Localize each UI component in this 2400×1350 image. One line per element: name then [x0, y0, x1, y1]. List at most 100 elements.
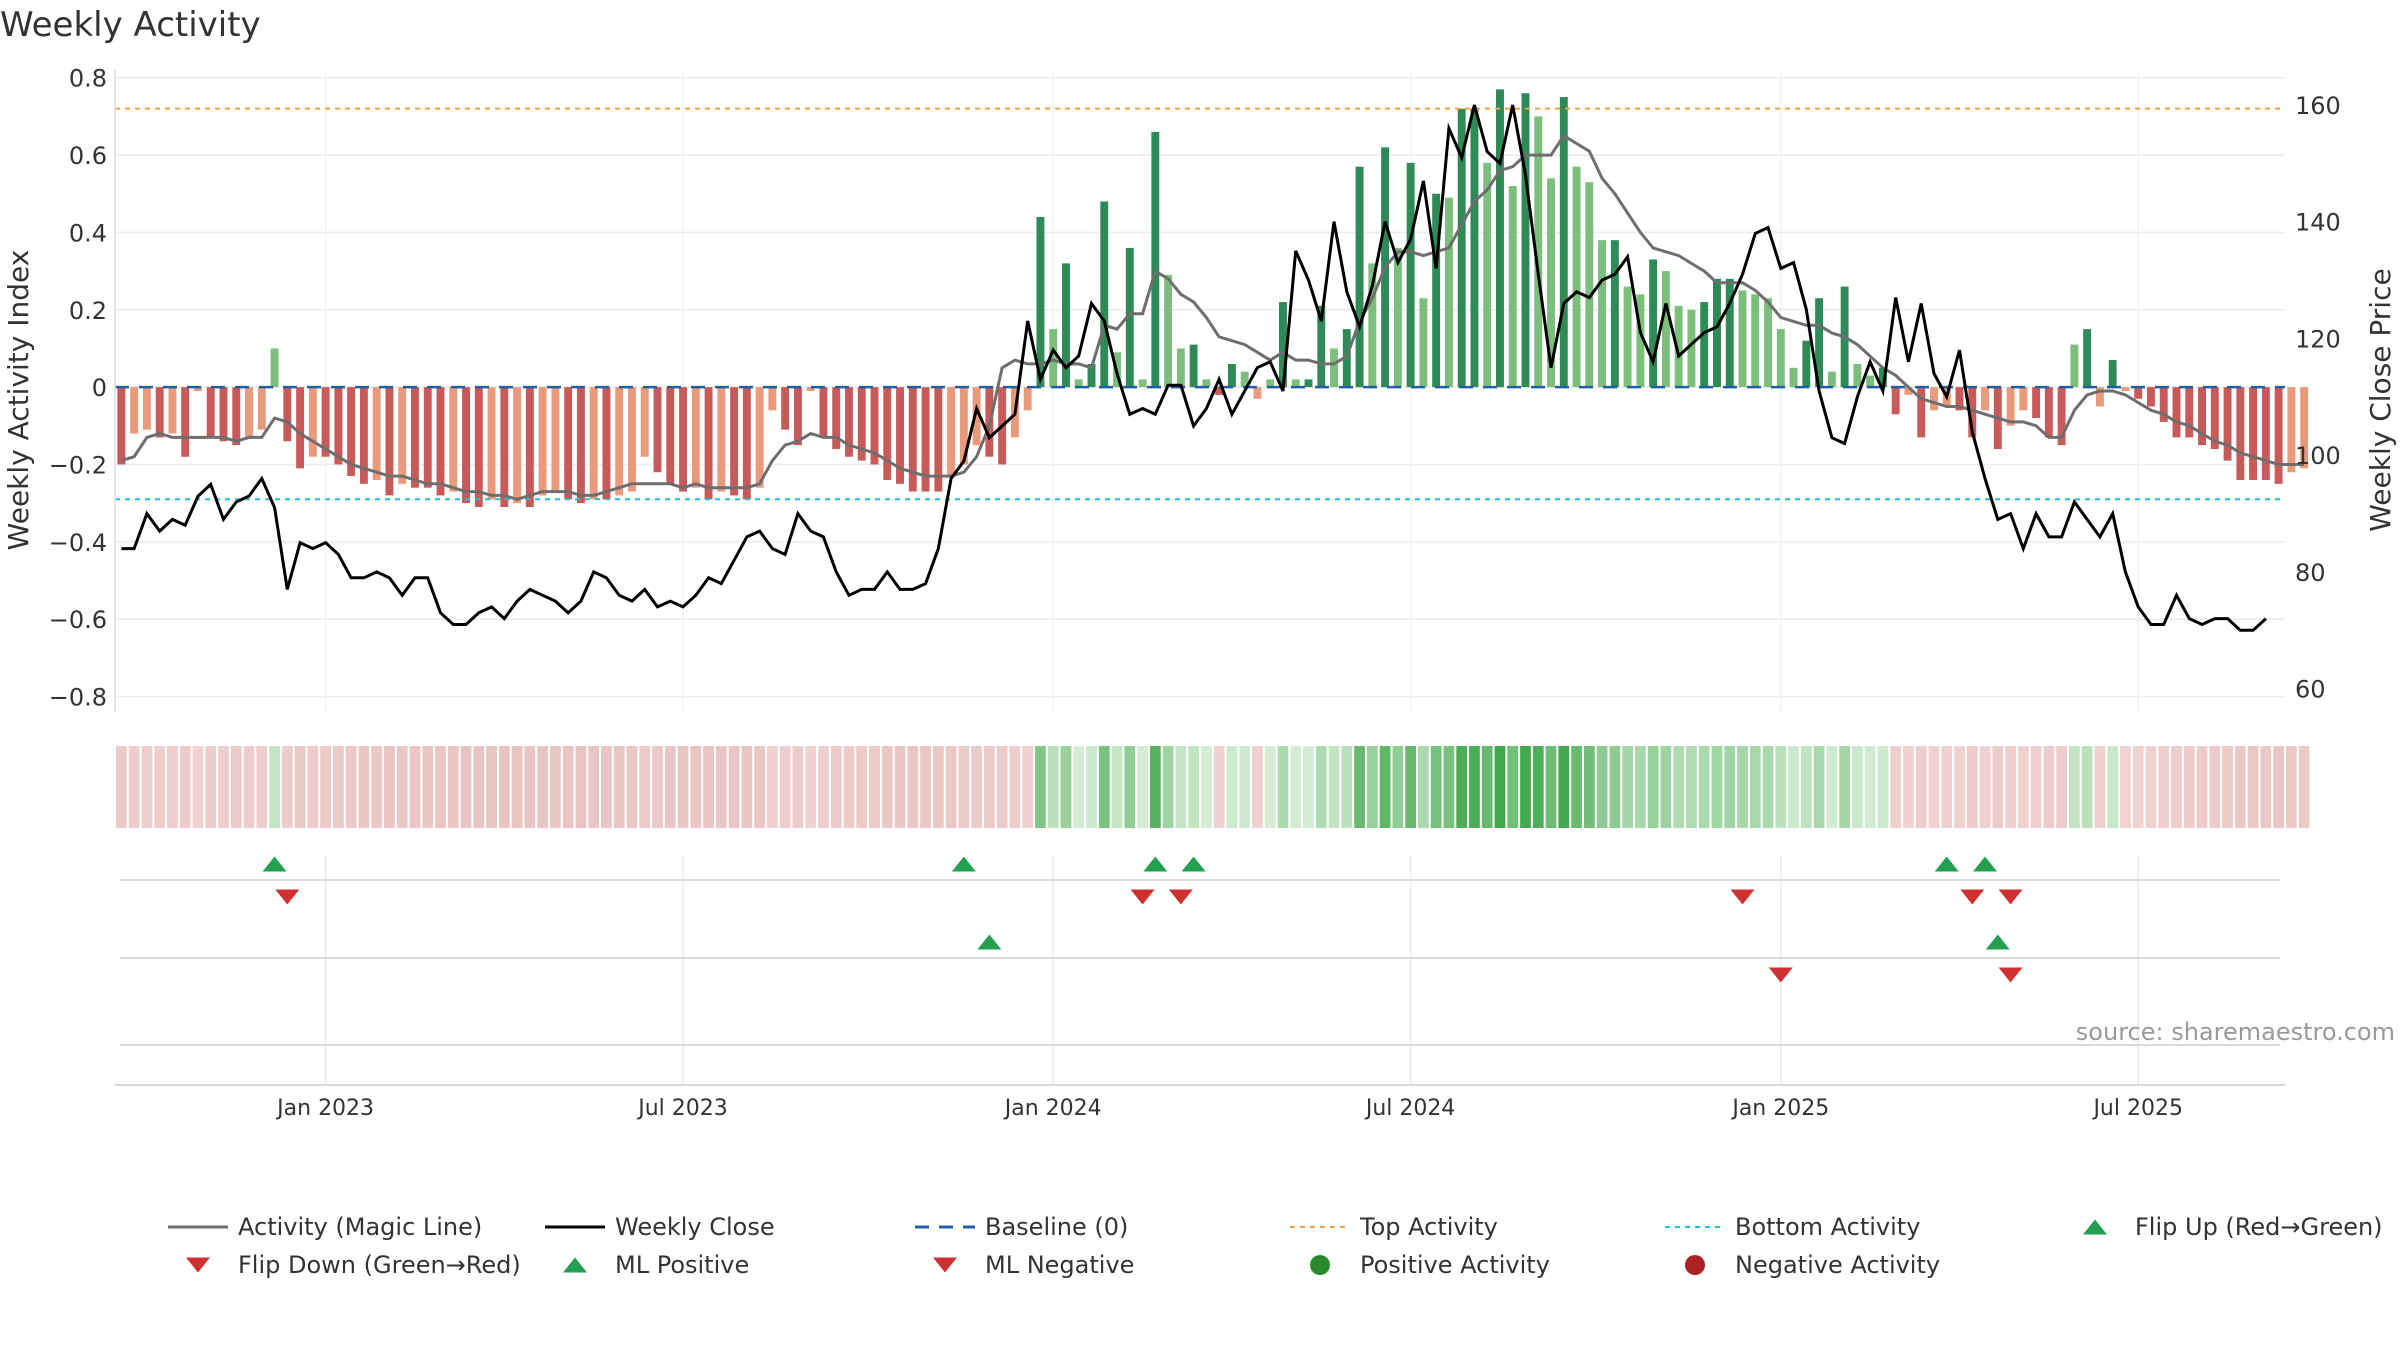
heat-cell: [1660, 746, 1672, 828]
activity-bar: [2249, 387, 2258, 480]
heat-cell: [1788, 746, 1799, 828]
activity-bar: [1355, 166, 1364, 388]
activity-bar: [372, 387, 381, 480]
activity-bar: [1853, 363, 1862, 388]
activity-bar: [1062, 263, 1070, 388]
heat-cell: [1622, 746, 1633, 828]
heat-cell: [1596, 746, 1608, 828]
activity-bar: [1776, 329, 1785, 388]
activity-bar: [755, 387, 764, 488]
heat-cell: [218, 746, 229, 828]
heat-cell: [1239, 746, 1251, 828]
ml-positive-marker: [977, 934, 1002, 950]
flip-up-marker: [262, 856, 287, 872]
heat-cell: [2196, 746, 2208, 828]
activity-bar: [2108, 360, 2117, 388]
activity-bar: [793, 387, 802, 446]
activity-bar: [359, 387, 368, 484]
heat-cell: [1673, 746, 1685, 828]
activity-bar: [347, 387, 356, 477]
heat-cell: [2145, 746, 2157, 828]
activity-bar: [691, 387, 700, 488]
heat-cell: [179, 746, 191, 828]
heat-cell: [1864, 746, 1876, 828]
heat-cell: [537, 746, 548, 828]
activity-bar: [2300, 387, 2309, 469]
heat-cell: [1303, 746, 1314, 828]
activity-bar: [1610, 240, 1619, 388]
activity-bar: [1649, 259, 1658, 388]
right-tick-label: 100: [2295, 442, 2341, 470]
heat-cell: [677, 746, 689, 828]
heat-cell: [230, 746, 242, 828]
heat-cell: [1813, 746, 1825, 828]
heat-cell: [792, 746, 804, 828]
heat-cell: [2056, 746, 2067, 828]
heat-cell: [1111, 746, 1123, 828]
activity-bar: [1227, 363, 1236, 388]
ml-negative-marker: [1768, 967, 1793, 983]
heat-cell: [767, 746, 778, 828]
activity-bar: [1866, 375, 1875, 388]
heat-cell: [345, 746, 357, 828]
activity-bar: [1764, 298, 1772, 388]
activity-bar: [219, 387, 228, 442]
activity-bar: [1419, 298, 1428, 388]
heat-cell: [1315, 746, 1327, 828]
flip-down-marker: [1730, 889, 1755, 905]
activity-bar: [883, 387, 892, 480]
activity-bar: [500, 387, 509, 508]
heat-cell: [447, 746, 459, 828]
activity-bar: [1751, 294, 1760, 388]
activity-bar: [1674, 305, 1683, 388]
heat-cell: [1826, 746, 1838, 828]
heat-cell: [243, 746, 255, 828]
heat-cell: [2222, 746, 2233, 828]
activity-bar: [1878, 367, 1887, 388]
legend-label: Baseline (0): [985, 1213, 1128, 1241]
heat-cell: [996, 746, 1008, 828]
heat-cell: [1213, 746, 1225, 828]
activity-bar: [1508, 186, 1517, 388]
legend-label: Weekly Close: [615, 1213, 775, 1241]
activity-bar: [2210, 387, 2219, 450]
heat-cell: [690, 746, 702, 828]
legend-symbol: [1685, 1255, 1705, 1275]
heat-cell: [1532, 746, 1544, 828]
left-tick-label: 0.8: [69, 65, 107, 93]
heat-cell: [971, 746, 982, 828]
heat-cell: [805, 746, 817, 828]
flip-up-marker: [1934, 856, 1959, 872]
activity-bar: [1547, 178, 1555, 388]
heat-cell: [1494, 746, 1506, 828]
activity-bar: [1304, 379, 1313, 388]
heat-cell: [1775, 746, 1787, 828]
activity-bar: [2083, 329, 2092, 388]
heat-cell: [1366, 746, 1378, 828]
heat-cell: [1290, 746, 1302, 828]
heat-cell: [1149, 746, 1161, 828]
heat-cell: [562, 746, 574, 828]
activity-bar: [653, 387, 662, 473]
heat-cell: [1558, 746, 1570, 828]
heat-cell: [256, 746, 268, 828]
heat-cell: [1277, 746, 1289, 828]
heat-cell: [473, 746, 485, 828]
series-lines: [115, 104, 2305, 632]
right-axis-label: Weekly Close Price: [2364, 268, 2397, 531]
activity-bar: [730, 387, 739, 496]
activity-bar: [321, 387, 330, 457]
left-tick-label: −0.6: [49, 606, 107, 634]
heat-cell: [435, 746, 446, 828]
activity-bar: [1904, 387, 1913, 395]
heat-cell: [154, 746, 166, 828]
activity-bar: [615, 387, 624, 496]
heat-cell: [2107, 746, 2119, 828]
heat-cell: [1456, 746, 1468, 828]
heat-cell: [1328, 746, 1340, 828]
axes: −0.8 −0.6 −0.4 −0.2 0 0.2 0.4 0.6 0.8 60 80 100 120 1…: [49, 65, 2341, 1121]
heat-cell: [1009, 746, 1021, 828]
activity-bar: [1496, 89, 1504, 388]
activity-bar: [1661, 271, 1670, 388]
flip-up-marker: [1973, 856, 1998, 872]
